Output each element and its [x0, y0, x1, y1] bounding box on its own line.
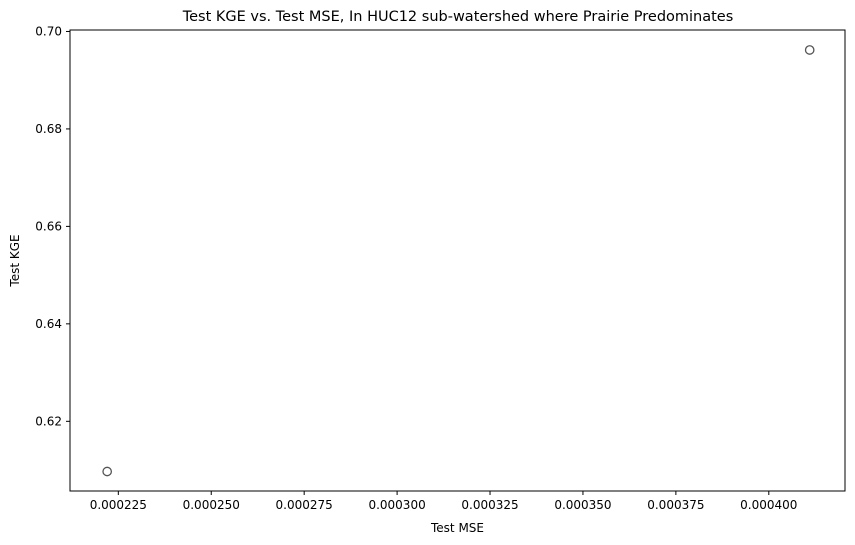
x-tick-label: 0.000250	[183, 498, 240, 512]
x-tick-label: 0.000275	[276, 498, 333, 512]
data-points	[102, 45, 815, 477]
x-tick-label: 0.000325	[461, 498, 518, 512]
y-axis-label: Test KGE	[8, 234, 22, 287]
y-tick-label: 0.62	[35, 414, 62, 428]
x-tick-label: 0.000225	[90, 498, 147, 512]
y-tick-label: 0.70	[35, 24, 62, 38]
x-tick-label: 0.000350	[554, 498, 611, 512]
chart-title: Test KGE vs. Test MSE, In HUC12 sub-wate…	[182, 9, 734, 25]
x-tick-label: 0.000400	[740, 498, 797, 512]
y-axis-ticks: 0.62 0.64 0.66 0.68 0.70	[35, 24, 70, 428]
y-tick-label: 0.64	[35, 317, 62, 331]
y-tick-label: 0.66	[35, 219, 62, 233]
plot-area-frame	[69, 29, 846, 492]
data-point	[804, 45, 815, 55]
y-tick-label: 0.68	[35, 122, 62, 136]
data-point	[102, 466, 113, 477]
x-axis-label: Test MSE	[430, 521, 484, 535]
x-tick-label: 0.000375	[647, 498, 704, 512]
x-axis-ticks: 0.000225 0.000250 0.000275 0.000300 0.000325…	[90, 491, 797, 512]
x-tick-label: 0.000300	[368, 498, 425, 512]
